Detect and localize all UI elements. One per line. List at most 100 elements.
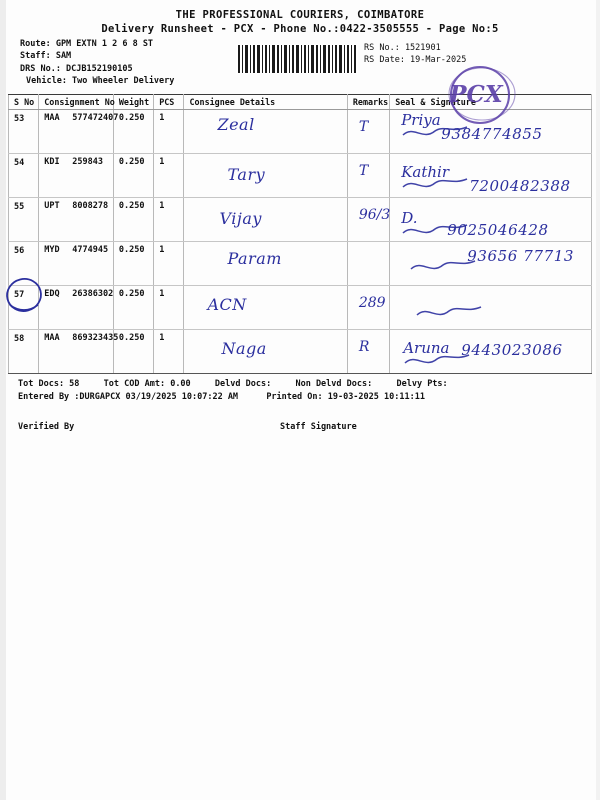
consignee-handwritten-signature: Param xyxy=(227,249,282,268)
cell-seal-signature: D. 9025046428 xyxy=(389,197,592,242)
cell-remarks: 289 xyxy=(346,285,391,330)
consignment-prefix: KDI xyxy=(44,157,60,167)
cell-weight: 0.250 xyxy=(112,329,155,374)
consignment-number: 26386302 xyxy=(72,289,114,299)
cell-consignee-details: Tary xyxy=(183,153,348,198)
receiver-phone-number: 9384774855 xyxy=(441,125,543,143)
column-header-remarks: Remarks xyxy=(346,94,391,110)
column-header-consignee-details: Consignee Details xyxy=(183,94,348,110)
delvd-docs-field: Delvd Docs: xyxy=(214,379,272,389)
rs-date-field: RS Date: 19-Mar-2025 xyxy=(364,55,467,66)
cell-consignment-no: KDI 259843 xyxy=(38,153,114,198)
cell-s-no: 57 xyxy=(6,278,42,330)
tot-cod-amt-field: Tot COD Amt: 0.00 xyxy=(103,379,191,389)
barcode-image xyxy=(236,44,358,74)
cell-seal-signature: 93656 77713 xyxy=(389,241,592,286)
table-header-row: S No Consignment No Weight PCS Consignee… xyxy=(7,94,592,110)
consignment-prefix: MAA xyxy=(44,333,60,343)
receiver-phone-number: 9025046428 xyxy=(447,221,549,239)
cell-consignee-details: Vijay xyxy=(183,197,348,242)
cell-seal-signature: Priya 9384774855 xyxy=(389,109,592,154)
table-row[interactable]: 56 MYD 4774945 0.250 1 Param 93656 77713 xyxy=(7,241,592,286)
consignment-number: 8008278 xyxy=(72,201,109,211)
cell-consignee-details: Naga xyxy=(183,329,348,374)
column-header-s-no: S No xyxy=(7,94,40,110)
cell-consignee-details: ACN xyxy=(183,285,348,330)
drs-no-field: DRS No.: DCJB152190105 xyxy=(20,63,133,74)
cell-s-no: 58 xyxy=(7,329,40,374)
consignee-handwritten-signature: Tary xyxy=(227,165,266,184)
cell-s-no: 55 xyxy=(7,197,40,242)
cell-weight: 0.250 xyxy=(112,241,155,286)
tot-docs-field: Tot Docs: 58 xyxy=(18,379,80,389)
cell-weight: 0.250 xyxy=(112,285,155,330)
non-delvd-docs-field: Non Delvd Docs: xyxy=(295,379,373,389)
cell-remarks xyxy=(346,241,391,286)
serial-number-value: 55 xyxy=(14,202,25,212)
cell-remarks: 96/3 xyxy=(346,197,391,242)
consignment-prefix: UPT xyxy=(44,201,60,211)
table-row[interactable]: 55 UPT 8008278 0.250 1 Vijay 96/3 D. 9025046428 xyxy=(7,197,592,242)
serial-number-value: 57 xyxy=(14,290,25,300)
consignment-number: 869323435 xyxy=(72,333,119,343)
consignment-prefix: MYD xyxy=(44,245,60,255)
consignment-number: 4774945 xyxy=(72,245,109,255)
footer-totals: Tot Docs: 58 Tot COD Amt: 0.00 Delvd Doc… xyxy=(8,378,592,404)
table-row[interactable]: 57 EDQ 26386302 0.250 1 ACN 289 xyxy=(6,278,592,330)
header-block: Route: GPM EXTN 1 2 6 8 ST Staff: SAM DR… xyxy=(8,38,592,125)
cell-consignee-details: Zeal xyxy=(183,109,348,154)
footer-line-1: Tot Docs: 58 Tot COD Amt: 0.00 Delvd Doc… xyxy=(18,378,592,391)
cell-consignment-no: UPT 8008278 xyxy=(38,197,114,242)
cell-consignment-no: MYD 4774945 xyxy=(38,241,114,286)
cell-s-no: 56 xyxy=(7,241,40,286)
cell-s-no: 54 xyxy=(7,153,40,198)
cell-consignment-no: MAA 869323435 xyxy=(38,329,118,374)
serial-number-value: 58 xyxy=(14,334,25,344)
signature-row: Verified By Staff Signature xyxy=(8,422,592,436)
consignment-prefix: EDQ xyxy=(44,289,60,299)
column-header-weight: Weight xyxy=(112,94,155,110)
footer-line-2: Entered By :DURGAPCX 03/19/2025 10:07:22… xyxy=(18,391,592,404)
column-header-seal-signature: Seal & Signature xyxy=(389,94,592,110)
table-body: 53 MAA 577472407 0.250 1 Zeal T Priya 9384774855… xyxy=(6,109,592,374)
header-right-fields: RS No.: 1521901 RS Date: 19-Mar-2025 xyxy=(364,42,466,67)
verified-by-label: Verified By xyxy=(18,422,75,432)
receiver-handwritten-signature: Aruna xyxy=(403,339,450,357)
consignee-handwritten-signature: Vijay xyxy=(219,209,262,228)
vehicle-field: Vehicle: Two Wheeler Delivery xyxy=(26,76,175,87)
consignment-number: 259843 xyxy=(72,157,103,167)
table-row[interactable]: 53 MAA 577472407 0.250 1 Zeal T Priya 9384774855 xyxy=(7,109,592,154)
cell-s-no: 53 xyxy=(7,109,40,154)
table-row[interactable]: 54 KDI 259843 0.250 1 Tary T Kathir 7200482388 xyxy=(7,153,592,198)
printed-on-field: Printed On: 19-03-2025 10:11:11 xyxy=(266,392,425,402)
cell-remarks: R xyxy=(346,329,391,374)
cell-consignment-no: MAA 577472407 xyxy=(38,109,118,154)
staff-signature-label: Staff Signature xyxy=(280,422,357,432)
remarks-handwritten-value: 96/3 xyxy=(358,207,391,223)
receiver-phone-number: 93656 77713 xyxy=(467,247,575,265)
cell-pcs: 1 xyxy=(153,241,185,286)
cell-seal-signature: Kathir 7200482388 xyxy=(389,153,592,198)
delvy-pts-field: Delvy Pts: xyxy=(396,379,448,389)
cell-remarks: T xyxy=(346,153,391,198)
staff-field: Staff: SAM xyxy=(20,51,72,62)
consignment-number: 577472407 xyxy=(72,113,119,123)
consignee-handwritten-signature: ACN xyxy=(207,295,247,314)
header-left-fields: Route: GPM EXTN 1 2 6 8 ST Staff: SAM DR… xyxy=(20,38,174,88)
table-row[interactable]: 58 MAA 869323435 0.250 1 Naga R Aruna 9443023086 xyxy=(7,329,592,374)
receiver-handwritten-signature: D. xyxy=(401,209,418,227)
cell-consignee-details: Param xyxy=(183,241,348,286)
remarks-handwritten-value: T xyxy=(358,163,369,179)
signature-scribble-icon xyxy=(415,301,485,326)
column-header-pcs: PCS xyxy=(153,94,185,110)
page-right-margin xyxy=(596,0,600,800)
column-header-consignment-no: Consignment No xyxy=(38,94,115,110)
cell-pcs: 1 xyxy=(153,285,185,330)
receiver-handwritten-signature: Kathir xyxy=(401,163,450,181)
serial-number-value: 54 xyxy=(14,158,25,168)
page-left-margin xyxy=(0,0,6,800)
runsheet-table: S No Consignment No Weight PCS Consignee… xyxy=(6,94,592,374)
cell-pcs: 1 xyxy=(153,197,185,242)
remarks-handwritten-value: T xyxy=(358,119,369,135)
